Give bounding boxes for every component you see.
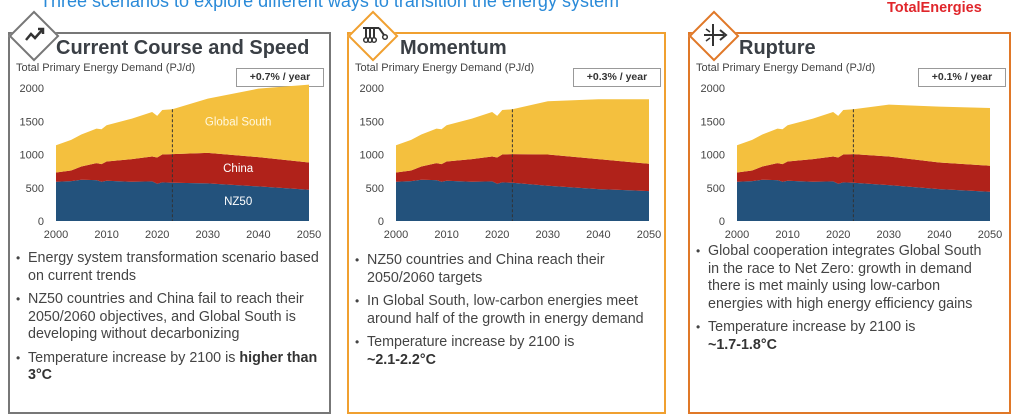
totalenergies-logo: TotalEnergies xyxy=(887,0,982,16)
y-tick-label: 2000 xyxy=(20,83,44,95)
y-tick-label: 500 xyxy=(26,183,44,195)
area-china xyxy=(737,154,990,192)
x-tick-label: 2030 xyxy=(536,229,560,241)
breakthrough-arrow-icon xyxy=(704,24,728,46)
x-tick-label: 2020 xyxy=(485,229,509,241)
y-tick-label: 1000 xyxy=(20,150,44,162)
x-tick-label: 2000 xyxy=(725,229,749,241)
y-tick-label: 0 xyxy=(378,216,384,228)
area-nz50 xyxy=(396,179,649,221)
area-chart: 0 500 1000 1500 2000 2000 2010 2020 2030 2040 2050 xyxy=(360,83,662,241)
bullet-item: Global cooperation integrates Global Sou… xyxy=(696,243,996,313)
area-nz50 xyxy=(56,179,309,221)
bullet-bold: higher than 3°C xyxy=(28,349,318,384)
bullet-text: In Global South, low-carbon energies mee… xyxy=(367,293,644,327)
bullet-text: Energy system transformation scenario ba… xyxy=(28,250,319,284)
x-tick-label: 2010 xyxy=(775,229,799,241)
growth-badge: +0.7% / year xyxy=(236,68,324,87)
x-tick-label: 2040 xyxy=(927,229,951,241)
area-global-south xyxy=(396,99,649,173)
y-tick-label: 1500 xyxy=(701,116,725,128)
bullet-item: Temperature increase by 2100 is higher t… xyxy=(16,350,326,385)
chart-subtitle: Total Primary Energy Demand (PJ/d) xyxy=(355,62,535,74)
area-chart: 0 500 1000 1500 2000 2000 2010 2020 2030 2040 2050 xyxy=(701,83,1003,241)
bullet-item: Temperature increase by 2100 is ~2.1-2.2… xyxy=(355,334,660,369)
y-tick-label: 1000 xyxy=(701,150,725,162)
x-tick-label: 2010 xyxy=(94,229,118,241)
bullet-item: In Global South, low-carbon energies mee… xyxy=(355,293,660,328)
chart-subtitle: Total Primary Energy Demand (PJ/d) xyxy=(16,62,196,74)
x-tick-label: 2020 xyxy=(826,229,850,241)
bullet-text: Global cooperation integrates Global Sou… xyxy=(708,243,982,312)
y-tick-label: 2000 xyxy=(360,83,384,95)
bullet-list: Global cooperation integrates Global Sou… xyxy=(696,243,996,360)
x-tick-label: 2010 xyxy=(434,229,458,241)
y-tick-label: 500 xyxy=(707,183,725,195)
bullet-text: Temperature increase by 2100 is xyxy=(708,319,916,335)
area-global-south xyxy=(737,104,990,173)
area-global-south xyxy=(56,84,309,173)
growth-badge: +0.3% / year xyxy=(573,68,661,87)
panel-momentum: Momentum Total Primary Energy Demand (PJ… xyxy=(347,10,666,414)
y-tick-label: 1000 xyxy=(360,150,384,162)
y-tick-label: 1500 xyxy=(360,116,384,128)
panel-title: Momentum xyxy=(400,37,507,59)
bullet-text: Temperature increase by 2100 is xyxy=(28,349,240,366)
series-label: Global South xyxy=(205,116,272,128)
bullet-text: Temperature increase by 2100 is xyxy=(367,334,575,350)
area-china xyxy=(56,152,309,190)
area-nz50 xyxy=(737,179,990,221)
x-tick-label: 2020 xyxy=(145,229,169,241)
panel-rupture: Rupture Total Primary Energy Demand (PJ/… xyxy=(688,10,1011,414)
panel-title: Rupture xyxy=(739,37,816,59)
x-tick-label: 2000 xyxy=(384,229,408,241)
bullet-bold: ~1.7-1.8°C xyxy=(708,336,777,353)
y-tick-label: 500 xyxy=(366,183,384,195)
bullet-item: NZ50 countries and China fail to reach t… xyxy=(16,291,326,344)
slide-heading: Three scenarios to explore different way… xyxy=(40,0,619,11)
growth-badge: +0.1% / year xyxy=(918,68,1006,87)
x-tick-label: 2050 xyxy=(297,229,321,241)
series-label: China xyxy=(223,163,254,175)
x-tick-label: 2040 xyxy=(586,229,610,241)
series-label: NZ50 xyxy=(224,196,252,208)
chart-subtitle: Total Primary Energy Demand (PJ/d) xyxy=(696,62,876,74)
y-tick-label: 0 xyxy=(38,216,44,228)
panel-title: Current Course and Speed xyxy=(56,37,310,59)
x-tick-label: 2040 xyxy=(246,229,270,241)
bullet-item: NZ50 countries and China reach their 205… xyxy=(355,252,660,287)
area-chart: 0 500 1000 1500 2000 2000 2010 2020 2030 2040 2050… xyxy=(20,83,322,241)
bullet-bold: ~2.1-2.2°C xyxy=(367,351,436,368)
x-tick-label: 2050 xyxy=(978,229,1002,241)
panel-current-course: Current Course and Speed Total Primary E… xyxy=(8,10,331,414)
area-china xyxy=(396,154,649,192)
bullet-list: NZ50 countries and China reach their 205… xyxy=(355,252,660,375)
x-tick-label: 2030 xyxy=(196,229,220,241)
bullet-item: Temperature increase by 2100 is ~1.7-1.8… xyxy=(696,319,996,354)
x-tick-label: 2050 xyxy=(637,229,661,241)
bullet-text: NZ50 countries and China fail to reach t… xyxy=(28,291,304,342)
y-tick-label: 2000 xyxy=(701,83,725,95)
bullet-item: Energy system transformation scenario ba… xyxy=(16,250,326,285)
x-tick-label: 2000 xyxy=(44,229,68,241)
bullet-list: Energy system transformation scenario ba… xyxy=(16,250,326,391)
x-tick-label: 2030 xyxy=(877,229,901,241)
newtons-cradle-icon xyxy=(362,27,389,44)
bullet-text: NZ50 countries and China reach their 205… xyxy=(367,252,605,286)
trend-up-icon xyxy=(25,27,45,41)
y-tick-label: 1500 xyxy=(20,116,44,128)
y-tick-label: 0 xyxy=(719,216,725,228)
